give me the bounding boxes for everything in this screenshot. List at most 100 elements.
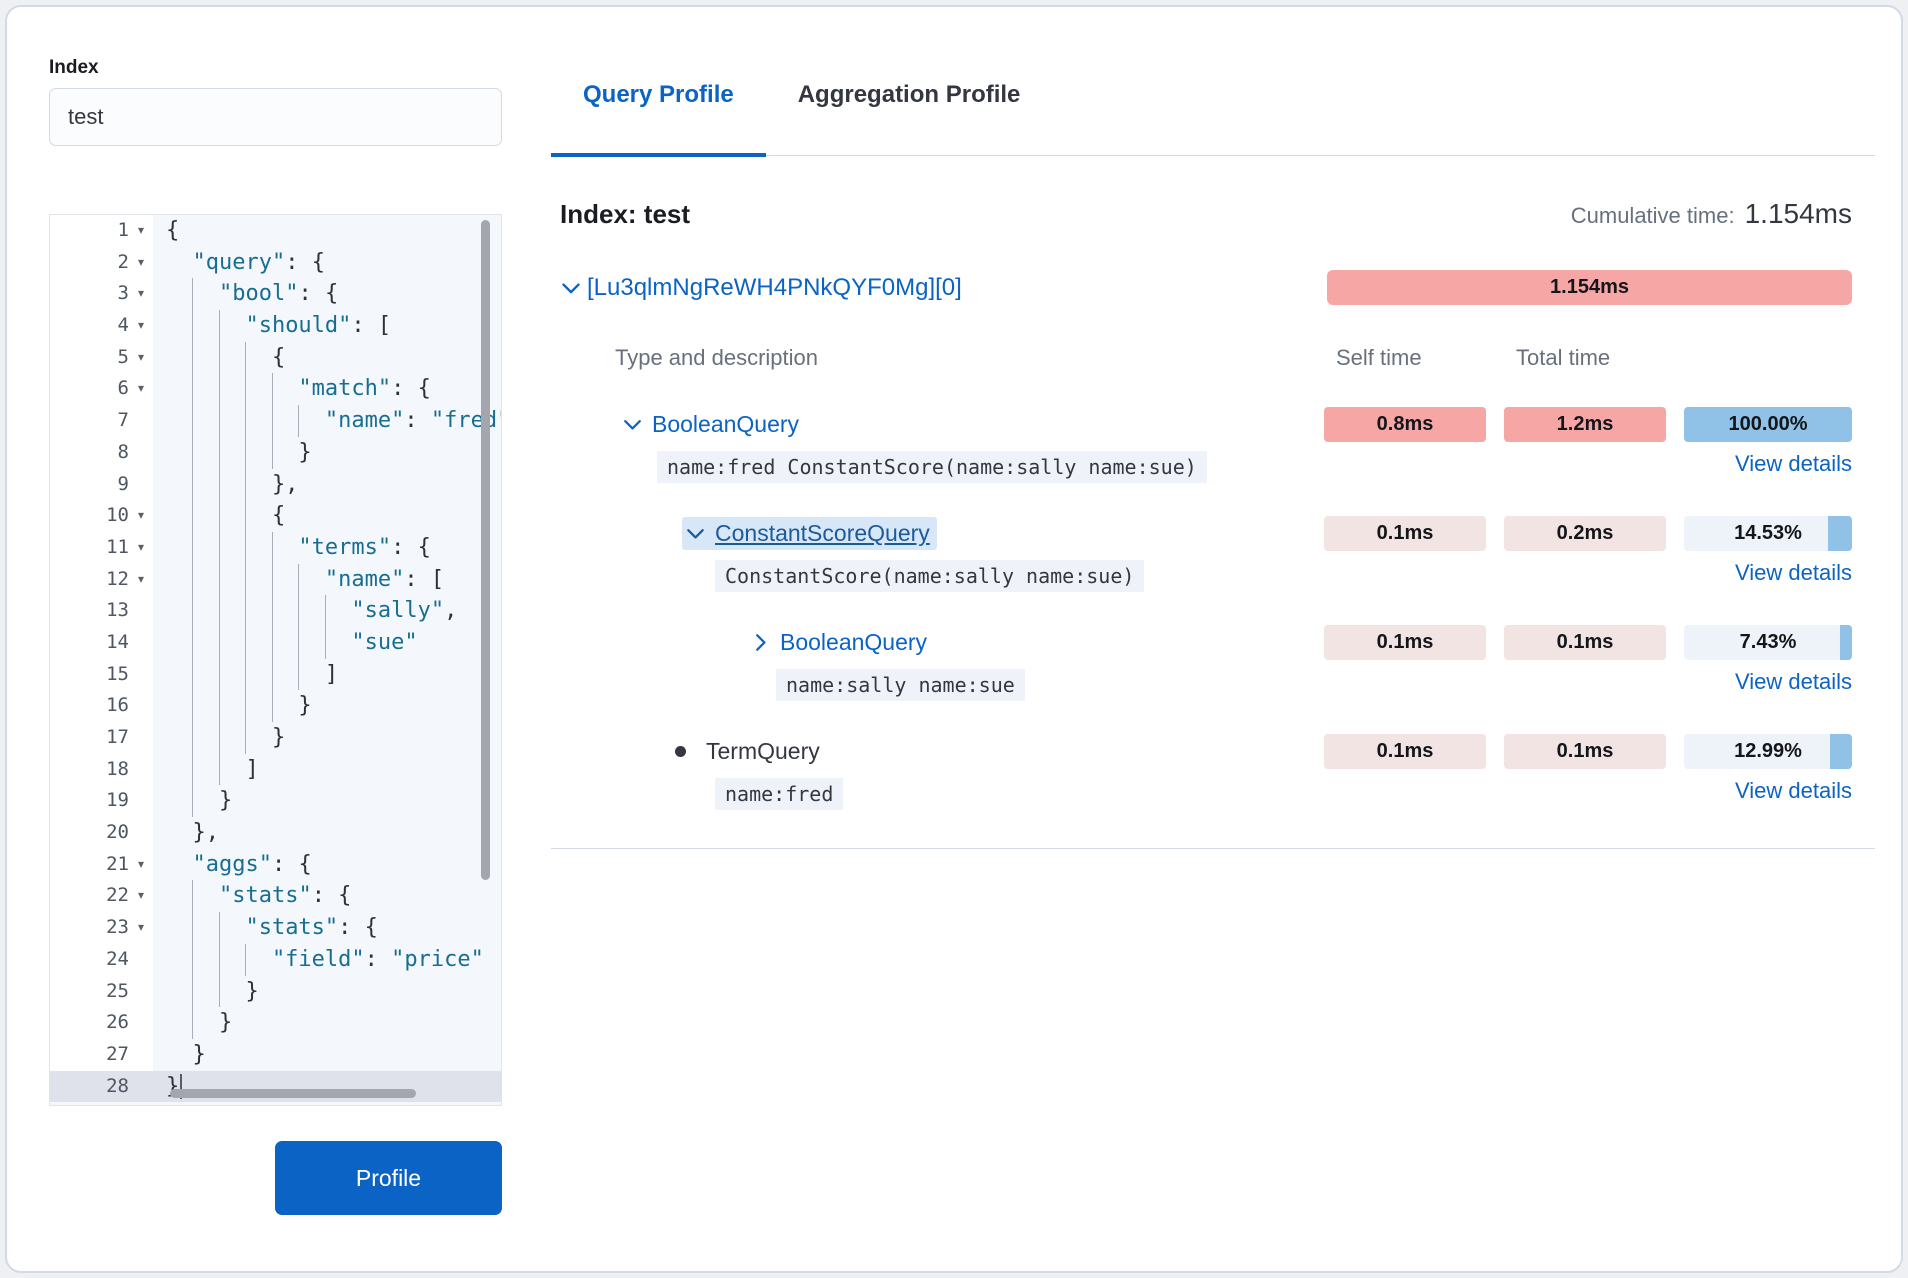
indent-guide xyxy=(192,785,218,818)
index-input[interactable] xyxy=(49,88,502,146)
editor-line[interactable]: 25} xyxy=(50,975,501,1008)
chevron-right-icon[interactable] xyxy=(750,632,771,653)
editor-line[interactable]: 23 ▾ "stats": { xyxy=(50,912,501,944)
fold-arrow-icon[interactable]: ▾ xyxy=(137,508,145,523)
editor-line[interactable]: 18] xyxy=(50,753,501,786)
editor-line[interactable]: 14 "sue" xyxy=(50,626,501,659)
view-details-link[interactable]: View details xyxy=(1735,778,1852,803)
view-details-link[interactable]: View details xyxy=(1735,669,1852,694)
indent xyxy=(166,373,192,405)
editor-line[interactable]: 27} xyxy=(50,1038,501,1071)
editor-line[interactable]: 15] xyxy=(50,658,501,691)
fold-arrow-icon[interactable]: ▾ xyxy=(137,381,145,396)
percent-fill-bar xyxy=(1839,625,1852,660)
row-type-cell: TermQuery xyxy=(551,738,1306,765)
fold-arrow-icon[interactable]: ▾ xyxy=(137,318,145,333)
editor-line[interactable]: 17} xyxy=(50,722,501,754)
editor-line[interactable]: 24 "field": "price" xyxy=(50,943,501,976)
indent-guide xyxy=(192,405,218,437)
indent-guide xyxy=(218,975,245,1008)
editor-horizontal-scrollbar[interactable] xyxy=(170,1089,416,1098)
page-title: Index: test xyxy=(560,199,691,229)
query-type-label[interactable]: BooleanQuery xyxy=(780,629,928,655)
fold-arrow-icon[interactable]: ▾ xyxy=(137,539,145,554)
tab-aggregation-profile[interactable]: Aggregation Profile xyxy=(797,81,1021,108)
editor-line[interactable]: 1 ▾{ xyxy=(50,215,501,247)
editor-line[interactable]: 19} xyxy=(50,785,501,818)
line-number: 2 xyxy=(117,250,129,273)
indent xyxy=(166,437,192,469)
editor-line[interactable]: 10 ▾ { xyxy=(50,500,501,532)
indent-guide xyxy=(192,310,218,342)
editor-line[interactable]: 13 "sally", xyxy=(50,595,501,627)
editor-line[interactable]: 16} xyxy=(50,690,501,722)
index-label: Index xyxy=(49,57,99,78)
shard-toggle[interactable]: [Lu3qlmNgReWH4PNkQYF0Mg][0] xyxy=(551,274,962,302)
fold-arrow-icon[interactable]: ▾ xyxy=(137,856,145,871)
view-details-link[interactable]: View details xyxy=(1735,451,1852,476)
editor-line[interactable]: 21 ▾ "aggs": { xyxy=(50,848,501,881)
line-number: 13 xyxy=(106,599,129,622)
editor-line[interactable]: 11 ▾ "terms": { xyxy=(50,531,501,564)
editor-vertical-scrollbar[interactable] xyxy=(481,220,490,880)
indent-guide xyxy=(218,753,245,786)
indent-guide xyxy=(271,531,298,564)
indent-guide xyxy=(192,278,218,311)
view-details-link[interactable]: View details xyxy=(1735,560,1852,585)
editor-line[interactable]: 5 ▾ { xyxy=(50,341,501,374)
fold-arrow-icon[interactable]: ▾ xyxy=(137,571,145,586)
editor-line[interactable]: 4 ▾ "should": [ xyxy=(50,310,501,342)
indent-guide xyxy=(245,500,271,532)
line-number: 5 xyxy=(117,345,129,368)
editor-line[interactable]: 2 ▾ "query": { xyxy=(50,246,501,279)
chevron-down-icon[interactable] xyxy=(622,414,643,435)
fold-arrow-icon[interactable]: ▾ xyxy=(137,254,145,269)
indent xyxy=(166,469,192,501)
indent-guide xyxy=(192,943,218,976)
editor-line[interactable]: 9}, xyxy=(50,468,501,501)
editor-line[interactable]: 22 ▾ "stats": { xyxy=(50,880,501,913)
fold-arrow-icon[interactable]: ▾ xyxy=(137,888,145,903)
code-line-text: { xyxy=(153,341,501,374)
fold-arrow-icon[interactable]: ▾ xyxy=(137,920,145,935)
editor-line[interactable]: 26} xyxy=(50,1007,501,1039)
profile-results-panel: Query Profile Aggregation Profile Index:… xyxy=(551,7,1875,849)
editor-gutter: 10 ▾ xyxy=(50,500,153,532)
query-type-label[interactable]: ConstantScoreQuery xyxy=(715,520,930,546)
percent-fill-bar xyxy=(1827,516,1852,551)
indent-guide xyxy=(218,626,245,659)
editor-line[interactable]: 7 "name": "fred" xyxy=(50,405,501,437)
editor-line[interactable]: 8} xyxy=(50,436,501,469)
indent-guide xyxy=(192,753,218,786)
percent-value: 100.00% xyxy=(1728,413,1808,435)
editor-line[interactable]: 12 ▾ "name": [ xyxy=(50,563,501,596)
json-code-editor[interactable]: 1 ▾{2 ▾ "query": {3 ▾ "bool": {4 ▾ "should": [5… xyxy=(49,214,502,1106)
editor-line[interactable]: 6 ▾ "match": { xyxy=(50,373,501,406)
fold-arrow-icon[interactable]: ▾ xyxy=(137,286,145,301)
editor-gutter: 27 xyxy=(50,1038,153,1071)
code-line-text: } xyxy=(153,1038,501,1071)
line-number: 12 xyxy=(106,567,129,590)
indent-guide xyxy=(218,943,245,976)
row-type-cell: BooleanQuery xyxy=(551,411,1306,438)
profile-button[interactable]: Profile xyxy=(275,1141,502,1215)
editor-gutter: 2 ▾ xyxy=(50,246,153,279)
line-number: 25 xyxy=(106,979,129,1002)
percent-fill-bar xyxy=(1830,734,1852,769)
editor-line[interactable]: 20}, xyxy=(50,817,501,849)
percent-value: 7.43% xyxy=(1739,631,1797,653)
tab-query-profile[interactable]: Query Profile xyxy=(551,81,766,157)
chevron-down-icon[interactable] xyxy=(685,523,706,544)
indent-guide xyxy=(218,912,245,944)
indent-guide xyxy=(271,436,298,469)
query-type-label[interactable]: BooleanQuery xyxy=(652,411,800,437)
editor-line[interactable]: 3 ▾ "bool": { xyxy=(50,278,501,311)
fold-arrow-icon[interactable]: ▾ xyxy=(137,349,145,364)
fold-arrow-icon[interactable]: ▾ xyxy=(137,223,145,237)
column-type: Type and description xyxy=(615,345,819,370)
code-line-text: } xyxy=(153,690,501,722)
editor-gutter: 18 xyxy=(50,753,153,786)
selected-row-highlight[interactable]: ConstantScoreQuery xyxy=(682,517,937,550)
profile-row: ConstantScoreQuery 0.1ms 0.2ms 14.53% xyxy=(551,516,1875,551)
indent-guide xyxy=(192,880,218,913)
